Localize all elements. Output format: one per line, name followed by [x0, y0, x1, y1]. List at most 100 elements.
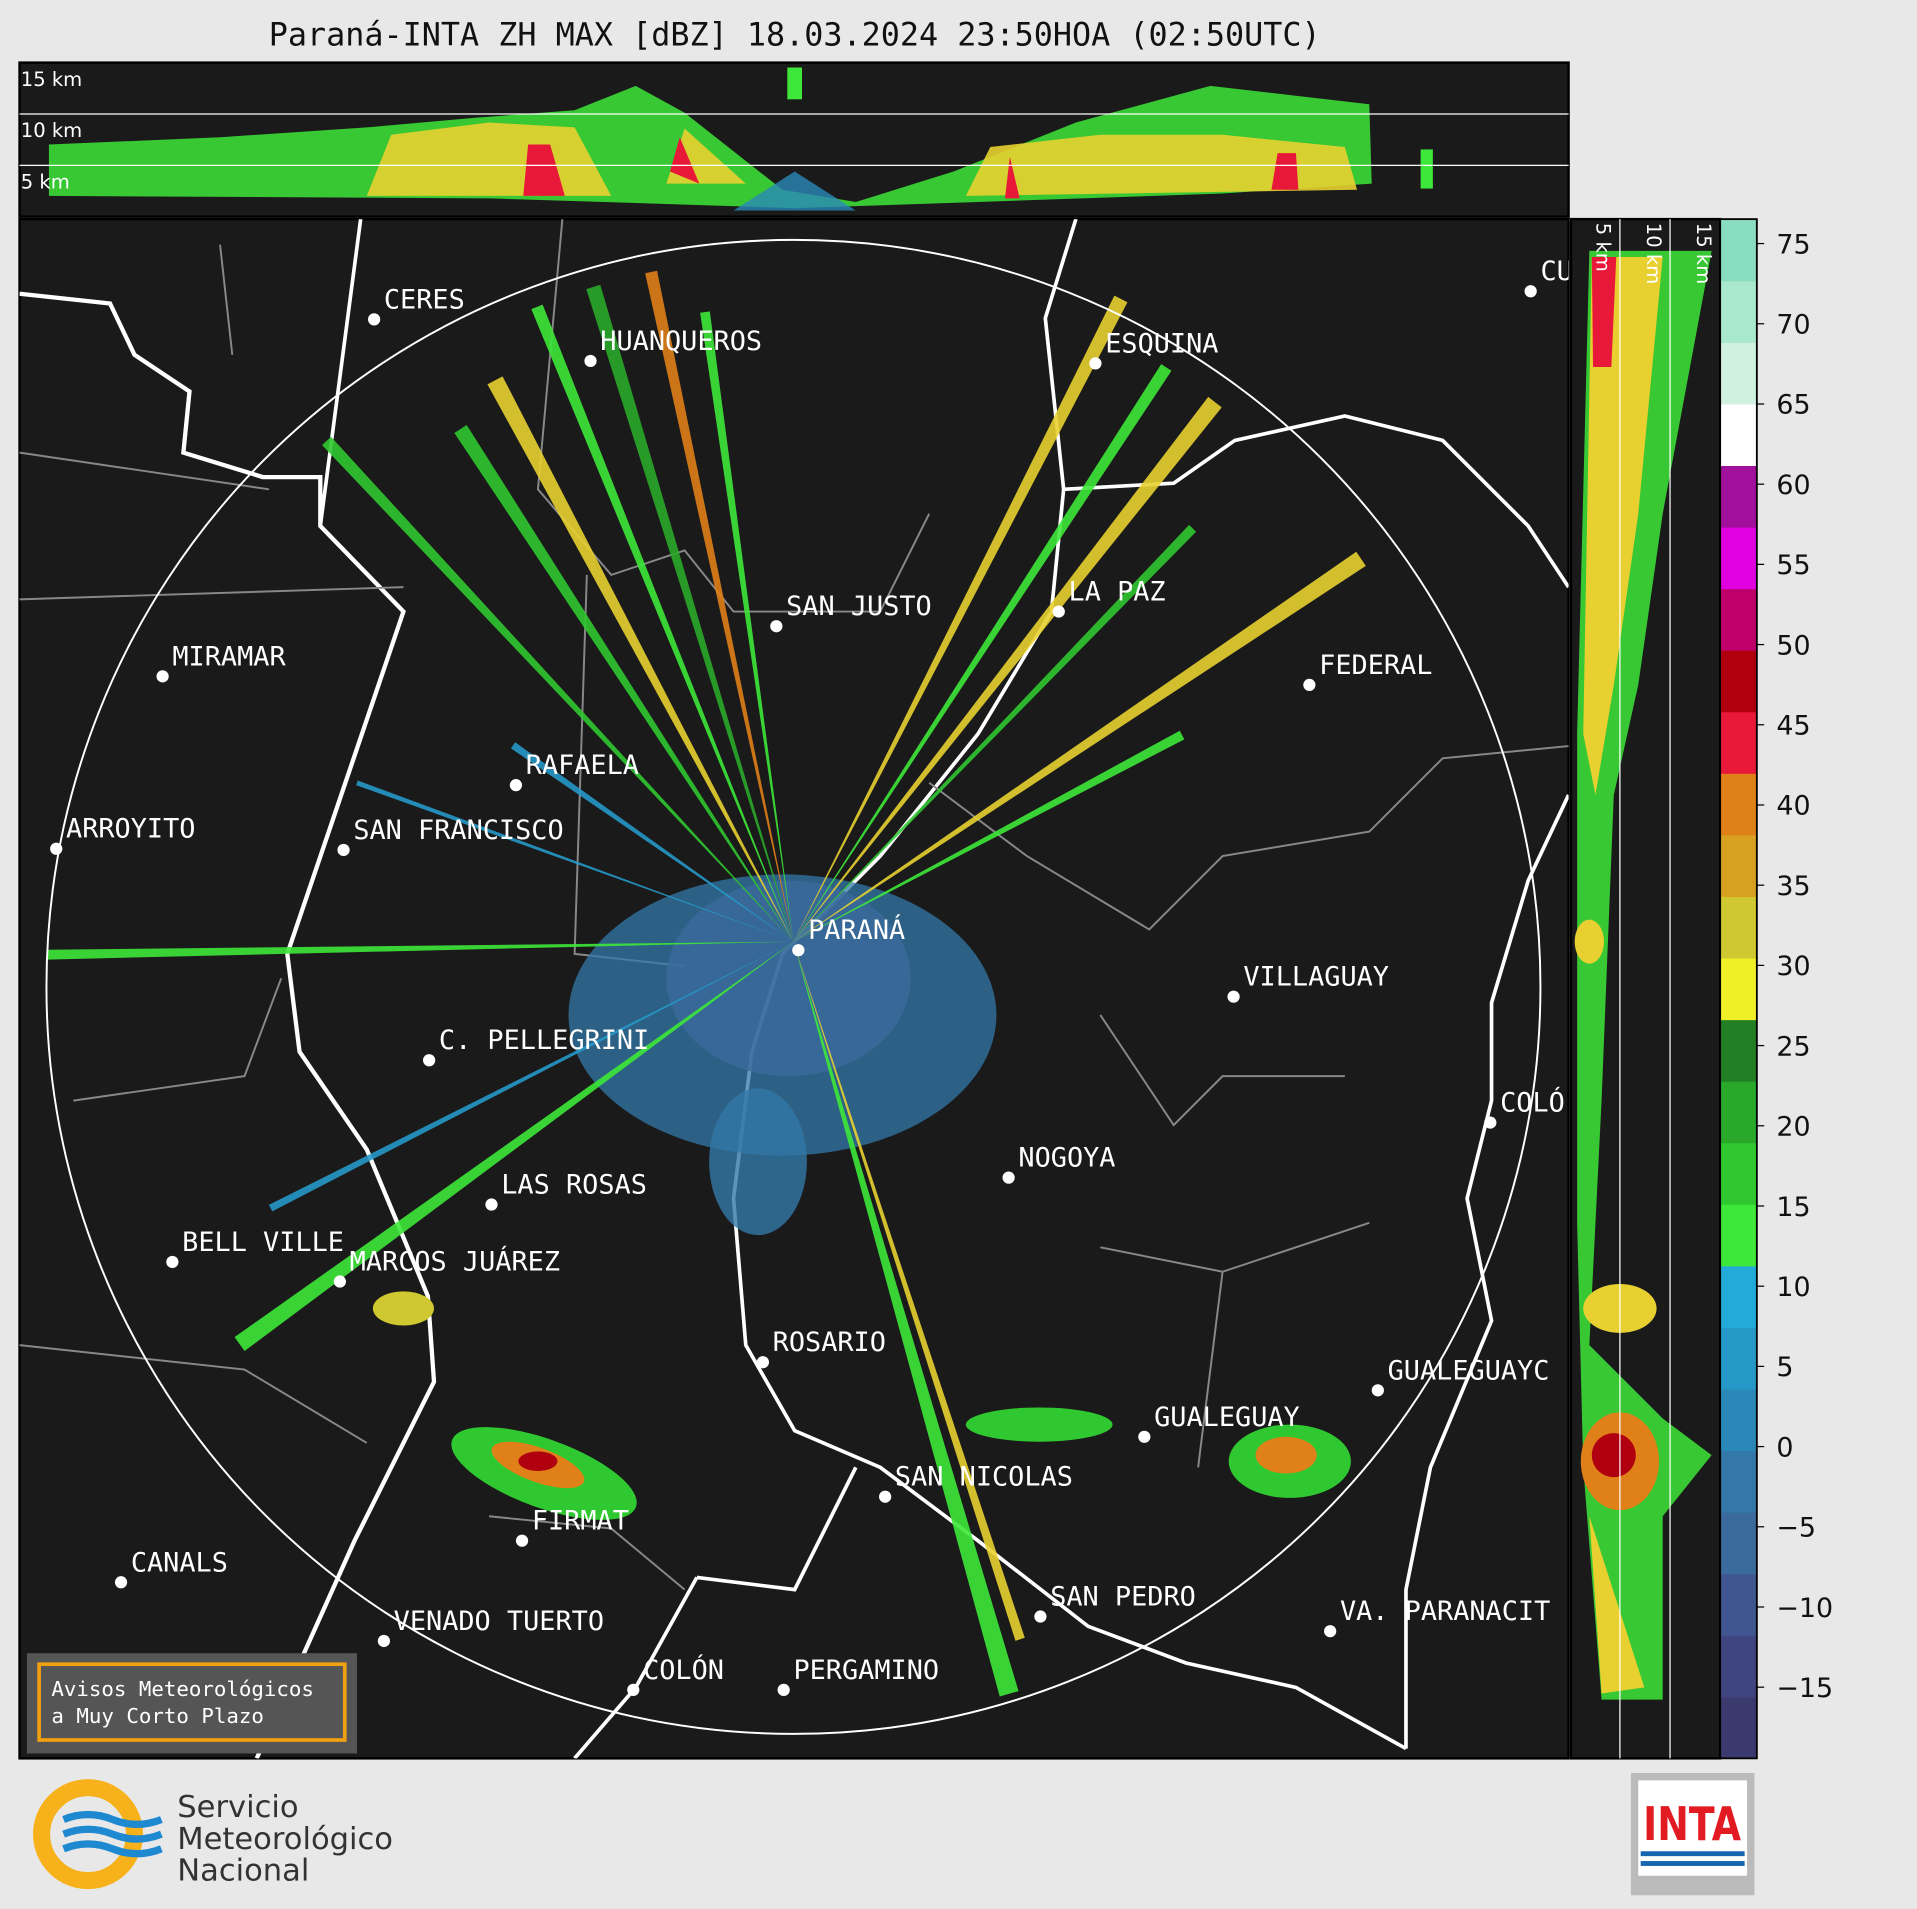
city-label: MIRAMAR [172, 641, 286, 672]
smn-text: Meteorológico [177, 1822, 393, 1857]
colorbar-band [1720, 834, 1757, 897]
city-dot [627, 1683, 640, 1696]
top-echoes [48, 67, 1433, 211]
cities: CERES HUANQUEROS ESQUINA CU SAN JUSTO LA PAZ F… [50, 256, 1572, 1696]
colorbar-label: 65 [1776, 390, 1810, 421]
colorbar-label: 50 [1776, 630, 1810, 661]
city-dot [1002, 1171, 1015, 1184]
city-dot [1089, 357, 1102, 370]
city-label: GUALEGUAY [1154, 1402, 1300, 1433]
city-label: SAN NICOLAS [895, 1462, 1073, 1493]
city-dot [1227, 990, 1240, 1003]
city-label: PARANÁ [808, 914, 905, 946]
colorbar-band [1720, 1450, 1757, 1513]
colorbar-band [1720, 957, 1757, 1021]
inta-stripe [1640, 1861, 1745, 1866]
colorbar-label: 70 [1776, 310, 1810, 341]
city-label: GUALEGUAYC [1388, 1355, 1550, 1386]
echo [531, 304, 794, 942]
echo [356, 780, 794, 942]
city-dot [1371, 1384, 1384, 1397]
colorbar-band [1720, 219, 1757, 282]
city-label: C. PELLEGRINI [439, 1025, 649, 1056]
city-label: COLÓN [643, 1654, 724, 1686]
echo [793, 941, 1019, 1697]
city-dot [114, 1576, 128, 1589]
echo [1255, 1436, 1317, 1474]
echo [518, 1451, 558, 1472]
city-label: FEDERAL [1319, 650, 1432, 681]
city-label: SAN FRANCISCO [353, 815, 563, 846]
colorbar-band [1720, 1512, 1757, 1575]
colorbar-label: 15 [1776, 1192, 1810, 1223]
colorbar-label: −5 [1776, 1513, 1816, 1544]
notice-box [26, 1653, 357, 1754]
right-panel: 5 km 10 km 15 km [1569, 217, 1722, 1760]
city-label: VILLAGUAY [1243, 962, 1389, 993]
colorbar-label: 55 [1776, 550, 1810, 581]
colorbar-band [1720, 1142, 1757, 1205]
colorbar-band [1720, 773, 1757, 836]
city-dot [166, 1255, 179, 1269]
echo [523, 137, 1299, 199]
echo [733, 171, 856, 211]
colorbar-label: 60 [1776, 470, 1810, 501]
echo [1583, 257, 1663, 1694]
smn-text: Servicio [177, 1790, 298, 1825]
echo [366, 122, 1358, 196]
city-label: ROSARIO [773, 1327, 886, 1358]
colorbar-band [1720, 1081, 1757, 1144]
colorbar-band [1720, 1327, 1757, 1390]
height-label: 10 km [1642, 223, 1665, 284]
city-label: ESQUINA [1105, 328, 1218, 359]
smn-ring [33, 1779, 144, 1890]
city-dot [156, 670, 169, 683]
colorbar-label: 45 [1776, 711, 1810, 742]
echo [372, 1291, 435, 1326]
city-dot [50, 842, 63, 855]
notice-text: Avisos Meteorológicos [51, 1677, 314, 1701]
echo [454, 424, 794, 942]
city-dot [377, 1634, 391, 1648]
colorbar-frame [1719, 218, 1758, 1760]
echo [1420, 149, 1433, 189]
city-dot [1303, 678, 1316, 692]
smn-text: Nacional [177, 1854, 309, 1889]
echo [586, 284, 794, 942]
echo [787, 67, 803, 100]
city-label: CU [1540, 256, 1572, 287]
echo [645, 270, 794, 942]
city-dot [423, 1054, 436, 1067]
colorbar-band [1720, 280, 1757, 343]
colorbar-label: 30 [1776, 951, 1810, 982]
height-label: 10 km [21, 119, 82, 142]
echo [793, 295, 1128, 942]
city-dot [770, 620, 783, 633]
city-dot [515, 1534, 529, 1547]
echo [510, 742, 794, 942]
echo [487, 376, 794, 942]
colorbar-label: 40 [1776, 791, 1810, 822]
colorbar-band [1720, 1635, 1757, 1698]
colorbar-label: −10 [1776, 1593, 1833, 1624]
echo [709, 1088, 807, 1236]
colorbar-band [1720, 711, 1757, 774]
notice-border [37, 1662, 347, 1742]
city-label: SAN JUSTO [786, 591, 932, 622]
height-label: 5 km [1592, 223, 1615, 272]
height-label: 15 km [21, 68, 82, 91]
smn-waves [62, 1810, 163, 1858]
echo [793, 364, 1172, 942]
city-dot [333, 1275, 346, 1288]
echo [47, 941, 794, 960]
colorbar-band [1720, 1388, 1757, 1452]
city-dot [1484, 1116, 1497, 1129]
echo [268, 941, 794, 1212]
map-content: CERES HUANQUEROS ESQUINA CU SAN JUSTO LA PAZ F… [19, 219, 1572, 1759]
echo [666, 880, 911, 1077]
colorbar-band [1720, 1265, 1757, 1328]
city-label: COLÓ [1500, 1087, 1565, 1119]
map: CERES HUANQUEROS ESQUINA CU SAN JUSTO LA PAZ F… [18, 217, 1572, 1760]
city-label: FIRMAT [532, 1506, 629, 1537]
